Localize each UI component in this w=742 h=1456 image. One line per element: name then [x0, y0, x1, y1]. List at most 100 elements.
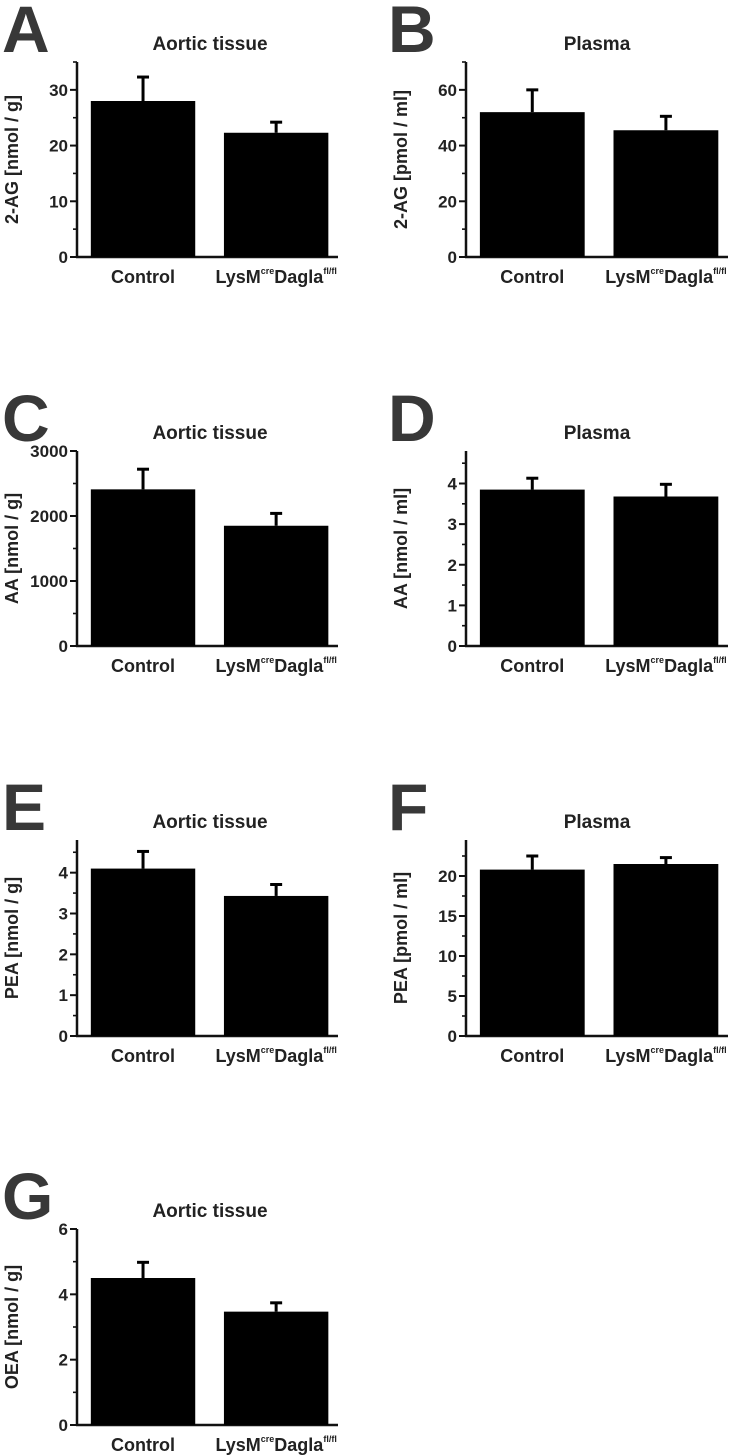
y-tick-label: 2 [59, 945, 68, 964]
y-tick-label: 15 [438, 907, 457, 926]
y-axis-label: AA [nmol / g] [2, 493, 22, 604]
panel-letter: E [2, 770, 46, 844]
category-label-base: Control [111, 267, 175, 287]
category-label-tail: Dagla [664, 656, 714, 676]
bar-lysm-dagla [613, 496, 719, 646]
category-label-base: LysM [215, 1046, 260, 1066]
bar-lysm-dagla [613, 130, 719, 257]
category-label-base: LysM [215, 656, 260, 676]
y-axis-label: OEA [nmol / g] [2, 1265, 22, 1389]
y-tick-label: 1 [448, 596, 457, 615]
bar-lysm-dagla [223, 525, 329, 646]
y-axis-label: AA [nmol / ml] [391, 488, 411, 609]
y-tick-label: 2 [448, 556, 457, 575]
y-tick-label: 20 [49, 137, 68, 156]
category-label-base: LysM [605, 656, 650, 676]
y-tick-label: 10 [438, 947, 457, 966]
category-label-tail: Dagla [664, 1046, 714, 1066]
panel-c: C Aortic tissue AA [nmol / g] 0 1000 2000 3000… [2, 381, 338, 676]
y-tick-label: 20 [438, 867, 457, 886]
y-tick-label: 0 [59, 1416, 68, 1435]
bar-control [90, 868, 196, 1036]
category-label-sup: cre [651, 266, 665, 276]
y-tick-label: 0 [448, 1027, 457, 1046]
category-label: LysMcreDaglafl/fl [605, 266, 726, 287]
category-label: LysMcreDaglafl/fl [215, 655, 336, 676]
y-tick-label: 5 [448, 987, 457, 1006]
panel-f: F Plasma PEA [pmol / ml] 0 5 10 15 20 Control Lys… [388, 770, 728, 1066]
y-tick-label: 20 [438, 192, 457, 211]
y-tick-label: 4 [59, 864, 69, 883]
category-label-base: LysM [215, 1435, 260, 1455]
y-tick-label: 4 [59, 1285, 69, 1304]
category-label: Control [111, 1046, 175, 1066]
y-tick-label: 0 [59, 637, 68, 656]
category-label: LysMcreDaglafl/fl [605, 1045, 726, 1066]
category-label-base: Control [500, 267, 564, 287]
y-tick-label: 3 [448, 515, 457, 534]
y-tick-label: 6 [59, 1220, 68, 1239]
y-axis-label: 2-AG [nmol / g] [2, 95, 22, 224]
panel-b: B Plasma 2-AG [pmol / ml] 0 20 40 60 Control Lys… [388, 0, 728, 287]
category-label-base: Control [500, 1046, 564, 1066]
y-tick-label: 0 [59, 1027, 68, 1046]
y-tick-label: 30 [49, 81, 68, 100]
category-label-tail-sup: fl/fl [713, 1045, 727, 1055]
y-tick-label: 2000 [30, 507, 68, 526]
bar-lysm-dagla [223, 895, 329, 1036]
category-label-tail: Dagla [274, 656, 324, 676]
bar-control [90, 1278, 196, 1425]
y-tick-label: 0 [59, 248, 68, 267]
panel-a: A Aortic tissue 2-AG [nmol / g] 0 10 20 30 Cont… [2, 0, 338, 287]
category-label-sup: cre [261, 655, 275, 665]
chart-title: Plasma [564, 812, 631, 833]
category-label-sup: cre [651, 655, 665, 665]
category-label-tail-sup: fl/fl [323, 1434, 337, 1444]
panel-e: E Aortic tissue PEA [nmol / g] 0 1 2 3 4 Control… [2, 770, 338, 1066]
category-label-tail-sup: fl/fl [713, 655, 727, 665]
y-tick-label: 1000 [30, 572, 68, 591]
category-label-tail-sup: fl/fl [713, 266, 727, 276]
y-tick-label: 1 [59, 986, 68, 1005]
y-tick-label: 60 [438, 81, 457, 100]
category-label-sup: cre [261, 1045, 275, 1055]
category-label-tail: Dagla [664, 267, 714, 287]
bar-lysm-dagla [223, 132, 329, 257]
panel-letter: G [2, 1159, 53, 1233]
y-tick-label: 40 [438, 137, 457, 156]
category-label: Control [111, 267, 175, 287]
bar-control [479, 869, 585, 1036]
category-label-base: LysM [215, 267, 260, 287]
y-tick-label: 2 [59, 1351, 68, 1370]
category-label: Control [500, 1046, 564, 1066]
category-label-sup: cre [261, 266, 275, 276]
category-label-base: Control [111, 1435, 175, 1455]
bar-control [479, 489, 585, 646]
panel-g: G Aortic tissue OEA [nmol / g] 0 2 4 6 Control L… [2, 1159, 338, 1455]
category-label: Control [500, 267, 564, 287]
category-label-base: Control [111, 656, 175, 676]
panel-d: D Plasma AA [nmol / ml] 0 1 2 3 4 Control LysMcre… [388, 381, 728, 676]
y-axis-label: PEA [pmol / ml] [391, 872, 411, 1004]
category-label: LysMcreDaglafl/fl [215, 1434, 336, 1455]
category-label-tail: Dagla [274, 1435, 324, 1455]
category-label: Control [500, 656, 564, 676]
category-label-tail-sup: fl/fl [323, 266, 337, 276]
category-label: LysMcreDaglafl/fl [215, 1045, 336, 1066]
panel-letter: A [2, 0, 50, 66]
bar-control [90, 101, 196, 257]
category-label: Control [111, 1435, 175, 1455]
panel-letter: F [388, 770, 428, 844]
panel-letter: B [388, 0, 436, 66]
category-label-tail-sup: fl/fl [323, 655, 337, 665]
y-axis-label: 2-AG [pmol / ml] [391, 90, 411, 229]
category-label: LysMcreDaglafl/fl [215, 266, 336, 287]
bar-control [479, 112, 585, 258]
y-tick-label: 0 [448, 248, 457, 267]
bar-control [90, 489, 196, 646]
category-label: LysMcreDaglafl/fl [605, 655, 726, 676]
chart-title: Aortic tissue [152, 423, 267, 444]
category-label: Control [111, 656, 175, 676]
panel-letter: D [388, 381, 436, 455]
